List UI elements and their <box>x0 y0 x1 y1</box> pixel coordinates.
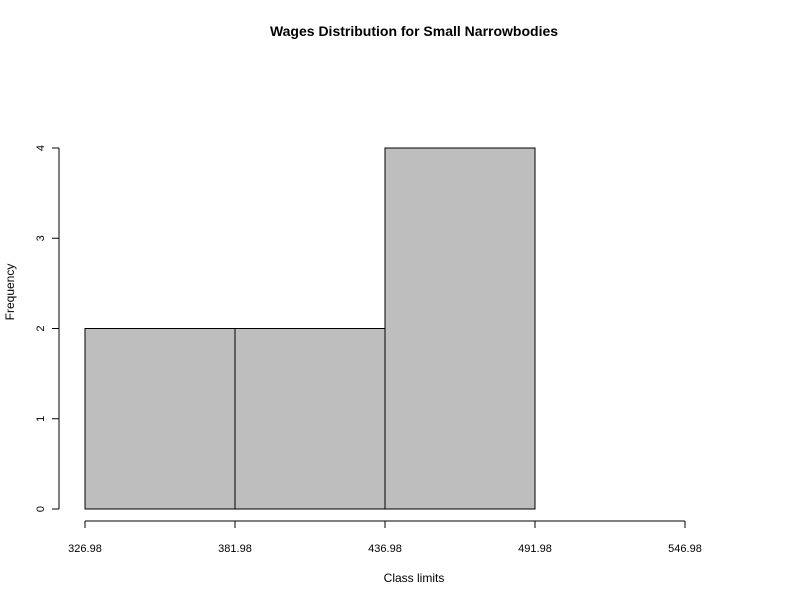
y-axis-label: Frequency <box>3 264 17 321</box>
y-tick-label: 4 <box>35 145 47 151</box>
histogram-bar <box>384 147 536 510</box>
y-tick-label: 2 <box>35 325 47 331</box>
histogram-bar <box>84 328 236 510</box>
histogram-bar <box>234 328 386 510</box>
y-tick-label: 0 <box>35 506 47 512</box>
x-tick-label: 381.98 <box>218 543 252 555</box>
bars-group <box>84 147 536 510</box>
y-tick-label: 3 <box>35 235 47 241</box>
x-tick-label: 491.98 <box>518 543 552 555</box>
x-axis-label: Class limits <box>384 571 445 585</box>
x-tick-label: 436.98 <box>368 543 402 555</box>
x-axis: 326.98 381.98 436.98 491.98 546.98 <box>68 520 702 555</box>
x-tick-label: 326.98 <box>68 543 102 555</box>
x-tick-label: 546.98 <box>668 543 702 555</box>
y-tick-label: 1 <box>35 416 47 422</box>
chart-title: Wages Distribution for Small Narrowbodie… <box>270 23 558 39</box>
y-axis: 0 1 2 3 4 <box>35 145 60 512</box>
